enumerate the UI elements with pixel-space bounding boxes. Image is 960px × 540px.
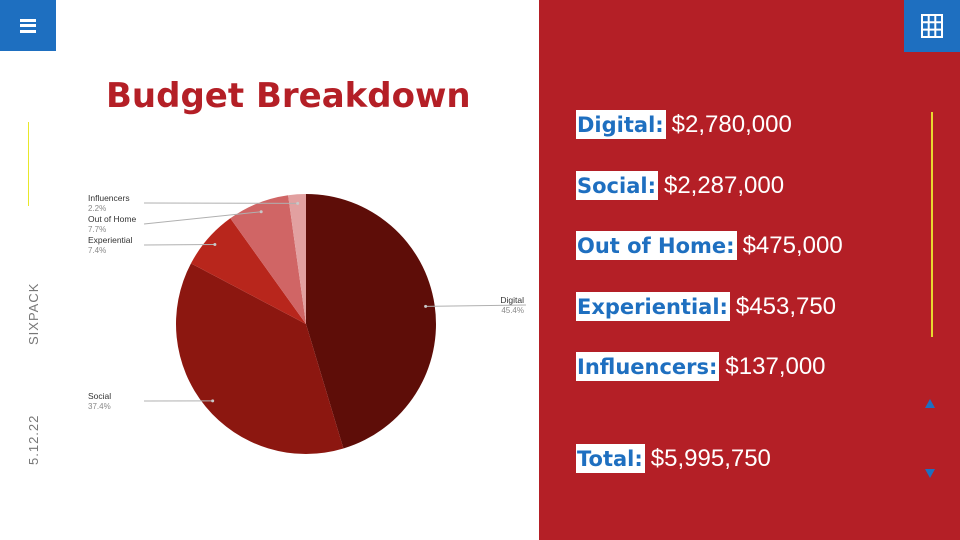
slice-label-social: Social [88,391,111,401]
budget-label: Social: [576,171,658,200]
pie-slice-digital [306,194,436,449]
budget-value: $2,287,000 [663,171,785,199]
slice-label-out-of-home: Out of Home [88,214,136,224]
budget-value: $453,750 [735,292,837,320]
leader-dot [213,243,217,247]
leader-line [143,211,262,225]
pie-slice-experiential [190,218,306,324]
brand-label: SIXPACK [26,282,41,345]
slice-pct-out-of-home: 7.7% [88,225,106,234]
right-accent-line [931,112,933,337]
budget-value: $137,000 [725,352,826,380]
budget-item-influencers: Influencers: $137,000 [576,352,826,381]
hamburger-menu-icon [20,18,36,33]
slice-pct-digital: 45.4% [501,306,524,315]
total-value: $5,995,750 [650,444,771,472]
leader-dot [424,304,428,308]
pie-chart: Influencers 2.2% Out of Home 7.7% Experi… [88,193,527,454]
slice-label-experiential: Experiential [88,235,133,245]
menu-button[interactable] [0,0,56,51]
budget-label: Influencers: [576,352,720,381]
budget-item-out-of-home: Out of Home: $475,000 [576,231,843,260]
budget-value: $475,000 [742,231,843,259]
budget-label: Experiential: [576,292,730,321]
slice-pct-social: 37.4% [88,402,111,411]
slice-pct-influencers: 2.2% [88,204,106,213]
leader-line [425,304,527,307]
budget-item-social: Social: $2,287,000 [576,171,784,200]
budget-value: $2,780,000 [671,110,792,138]
triangle-up-icon[interactable] [925,399,935,408]
left-accent-line [28,122,29,206]
budget-label: Out of Home: [576,231,737,260]
leader-dot [259,210,263,214]
budget-item-digital: Digital: $2,780,000 [576,110,792,139]
pie-slice-influencers [288,194,306,324]
grid-view-icon [921,14,943,38]
slice-label-influencers: Influencers [88,193,130,203]
slice-label-digital: Digital [500,295,524,305]
slice-pct-experiential: 7.4% [88,246,106,255]
page-title: Budget Breakdown [106,76,471,116]
leader-dot [296,201,300,205]
budget-item-experiential: Experiential: $453,750 [576,292,836,321]
pie-slice-social [176,263,344,454]
leader-dot [211,399,215,403]
budget-label: Digital: [576,110,666,139]
total-label: Total: [576,444,645,473]
date-label: 5.12.22 [26,414,41,465]
pie-slice-out-of-home [230,195,306,324]
triangle-down-icon[interactable] [925,469,935,478]
grid-view-button[interactable] [904,0,960,52]
budget-total: Total: $5,995,750 [576,444,771,473]
